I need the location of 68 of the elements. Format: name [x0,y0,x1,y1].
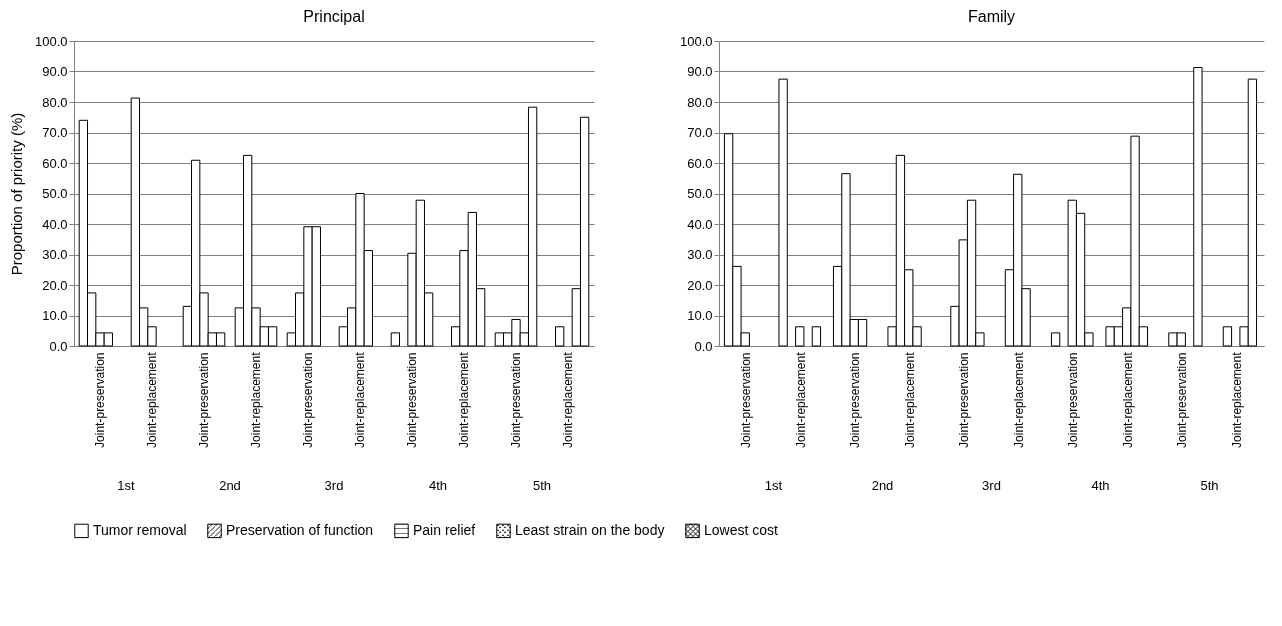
legend-label: Preservation of function [226,521,374,538]
legend-label: Tumor removal [93,521,187,538]
text: 3rd [982,478,1001,493]
y-tick-label: 90.0 [42,64,68,79]
y-tick-label: 20.0 [42,277,68,293]
x-tick-label: Joint-preservation [957,352,972,448]
x-tick-label: Joint-replacement [249,351,263,448]
y-tick-label: 100.0 [679,33,713,49]
x-tick-label: Joint-preservation [301,352,315,448]
bar [555,326,565,347]
bar [778,78,788,347]
y-tick-label: 80.0 [42,94,68,110]
x-tick-label: Joint-replacement [457,351,471,448]
text: 2nd [219,478,241,493]
y-tick-label: 80.0 [687,94,713,110]
legend-label: Least strain on the body [515,521,665,538]
y-tick-label: 70.0 [687,125,713,140]
x-tick-label: Joint-preservation [848,352,863,448]
x-tick-label: Joint-preservation [93,352,107,448]
y-tick-label: 20.0 [687,277,713,293]
y-tick-label: 50.0 [687,186,713,201]
x-tick-label: Joint-preservation [739,352,754,448]
x-tick-label: Joint-preservation [1175,352,1190,448]
x-tick-label: Joint-replacement [1011,351,1026,448]
x-tick-label: Joint-replacement [145,351,159,448]
y-tick-label: 30.0 [687,247,713,262]
x-tick-label: Joint-replacement [902,351,917,448]
y-tick-label: 100.0 [34,33,68,49]
text: 4th [428,478,448,493]
x-tick-label: Joint-replacement [1120,351,1135,448]
legend-label: Lowest cost [704,521,779,538]
bar [1193,67,1203,347]
chart-title: Principal [303,8,365,25]
text: 1st [117,478,136,493]
y-tick-label: 70.0 [42,125,68,140]
y-tick-label: 40.0 [42,216,68,232]
bar [1222,326,1233,347]
chart-title: Family [967,8,1016,25]
bar [795,326,805,347]
y-tick-label: 10.0 [687,308,713,323]
y-axis-title: Proportion of priority (%) [7,112,25,276]
bar [390,332,401,347]
text: 5th [532,478,552,493]
y-tick-label: 30.0 [42,247,68,262]
y-tick-label: 60.0 [42,155,68,171]
y-tick-label: 50.0 [42,186,68,201]
y-tick-label: 0.0 [49,338,68,354]
y-tick-label: 90.0 [687,64,713,79]
x-tick-label: Joint-replacement [353,351,367,448]
text: 3rd [324,478,344,493]
bar [811,326,822,347]
y-tick-label: 60.0 [687,155,713,171]
text: 1st [764,478,783,493]
x-tick-label: Joint-replacement [793,351,808,448]
legend-label: Pain relief [413,521,476,538]
bar [1050,332,1061,347]
y-tick-label: 40.0 [687,216,713,232]
x-tick-label: Joint-preservation [197,352,211,448]
text: 4th [1091,478,1110,493]
x-tick-label: Joint-preservation [1066,352,1081,448]
x-tick-label: Joint-replacement [1229,351,1244,448]
x-tick-label: Joint-preservation [509,352,523,448]
x-tick-label: Joint-preservation [405,352,419,448]
text: 5th [1200,478,1219,493]
x-tick-label: Joint-replacement [561,351,575,448]
text: 2nd [871,478,894,493]
y-tick-label: 10.0 [42,308,68,323]
y-tick-label: 0.0 [694,338,713,354]
